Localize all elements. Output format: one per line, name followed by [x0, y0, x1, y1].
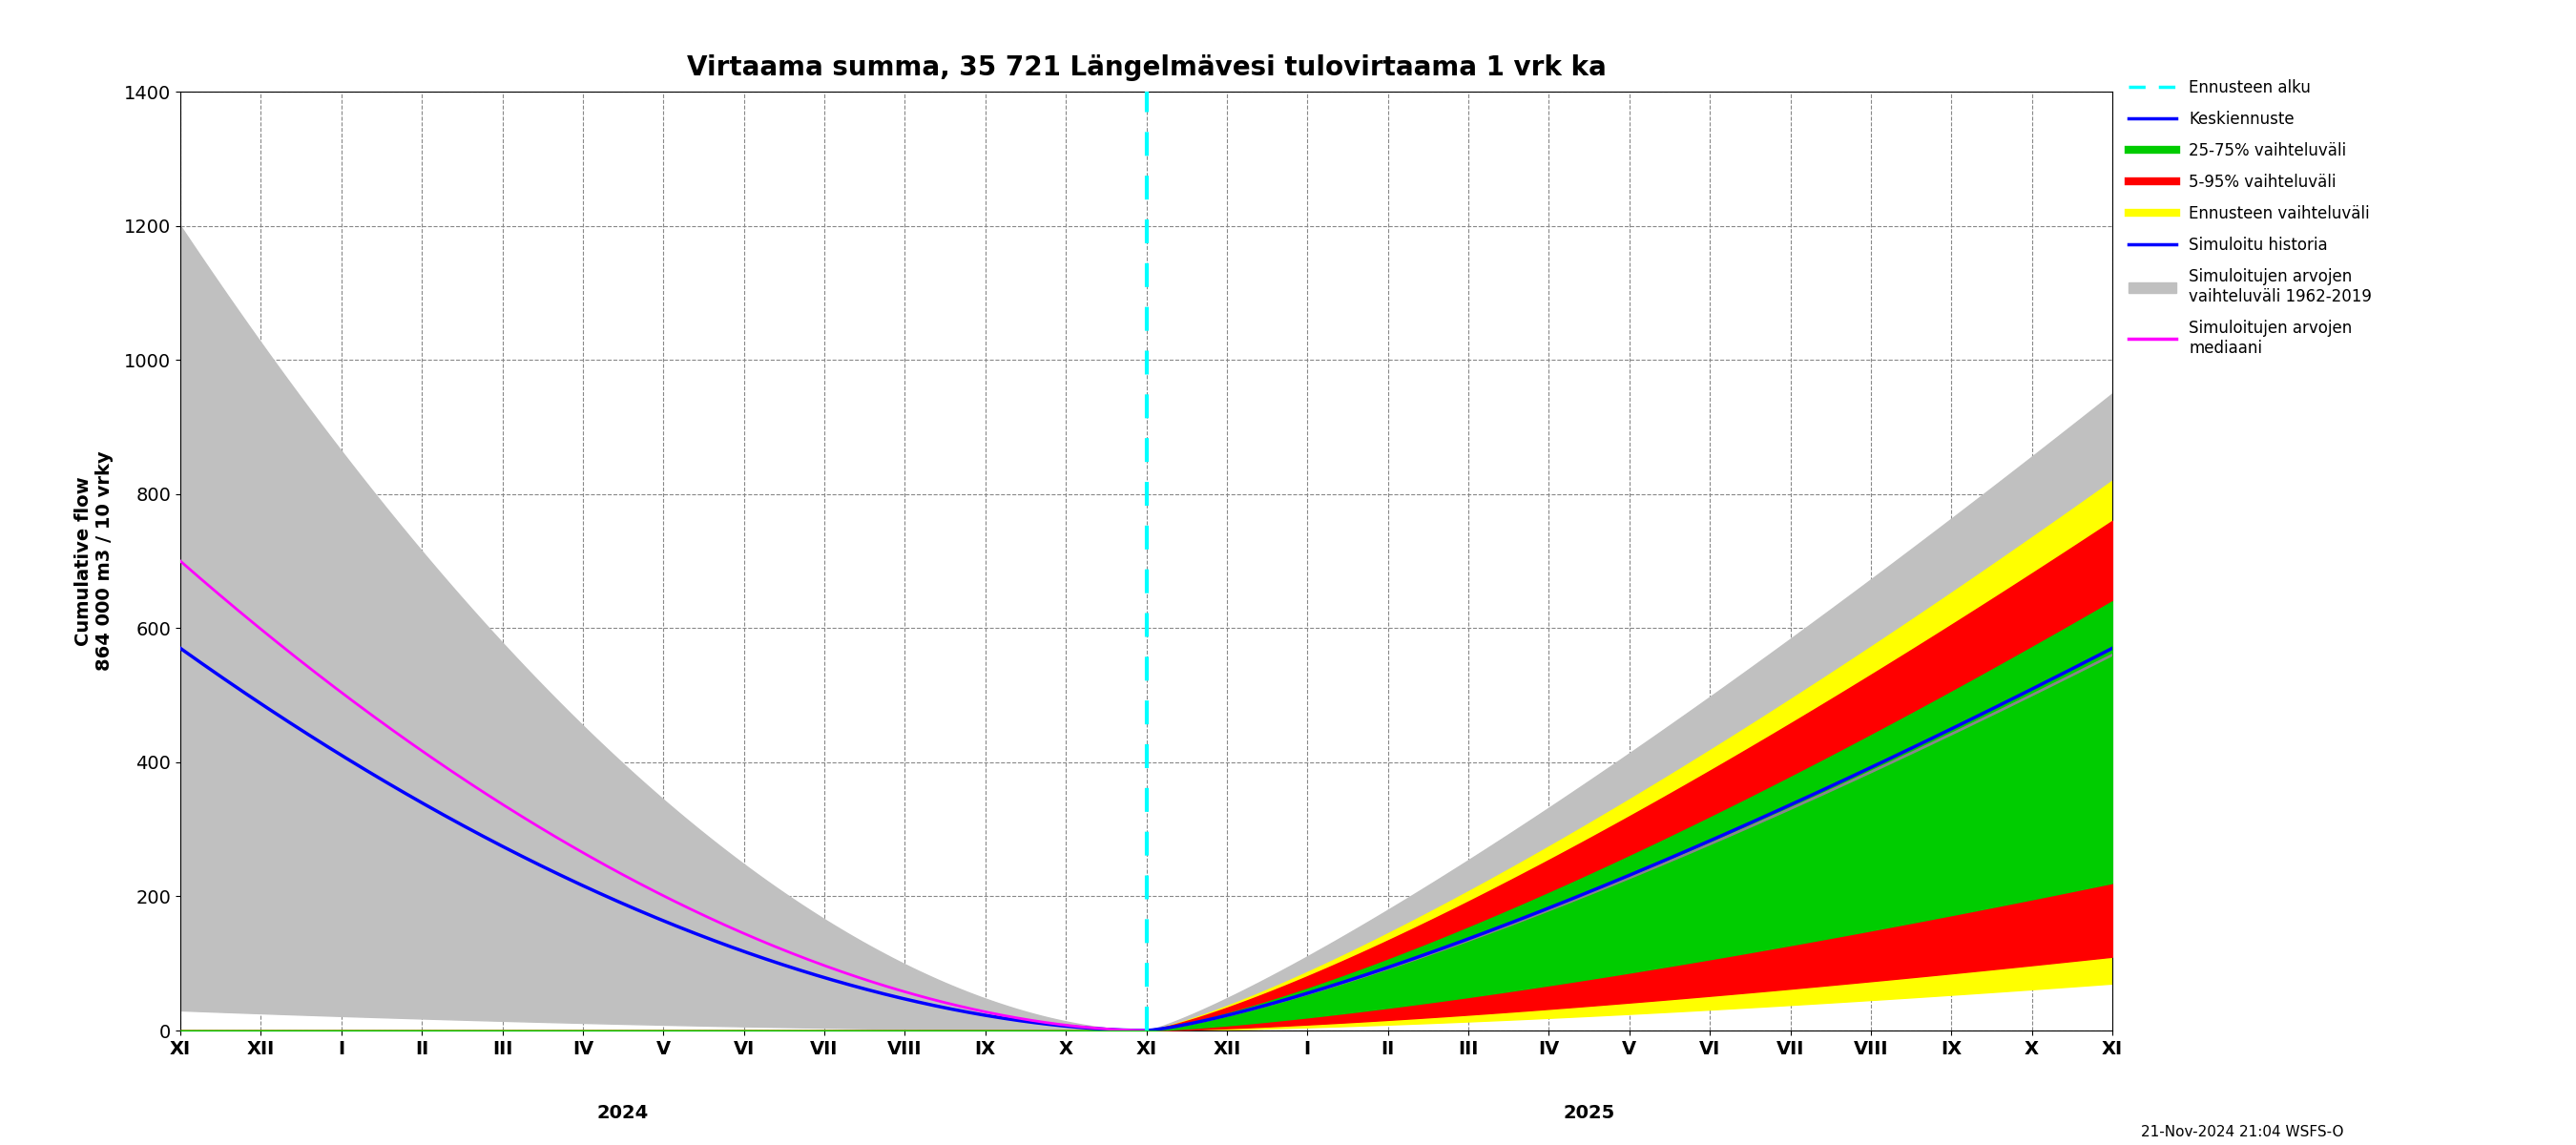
Text: 21-Nov-2024 21:04 WSFS-O: 21-Nov-2024 21:04 WSFS-O [2141, 1124, 2344, 1139]
Text: 2025: 2025 [1564, 1104, 1615, 1122]
Text: 2024: 2024 [598, 1104, 649, 1122]
Y-axis label: Cumulative flow
864 000 m3 / 10 vrky: Cumulative flow 864 000 m3 / 10 vrky [75, 451, 113, 671]
Title: Virtaama summa, 35 721 Längelmävesi tulovirtaama 1 vrk ka: Virtaama summa, 35 721 Längelmävesi tulo… [688, 55, 1605, 81]
Legend: Ennusteen alku, Keskiennuste, 25-75% vaihteluväli, 5-95% vaihteluväli, Ennusteen: Ennusteen alku, Keskiennuste, 25-75% vai… [2123, 73, 2378, 363]
